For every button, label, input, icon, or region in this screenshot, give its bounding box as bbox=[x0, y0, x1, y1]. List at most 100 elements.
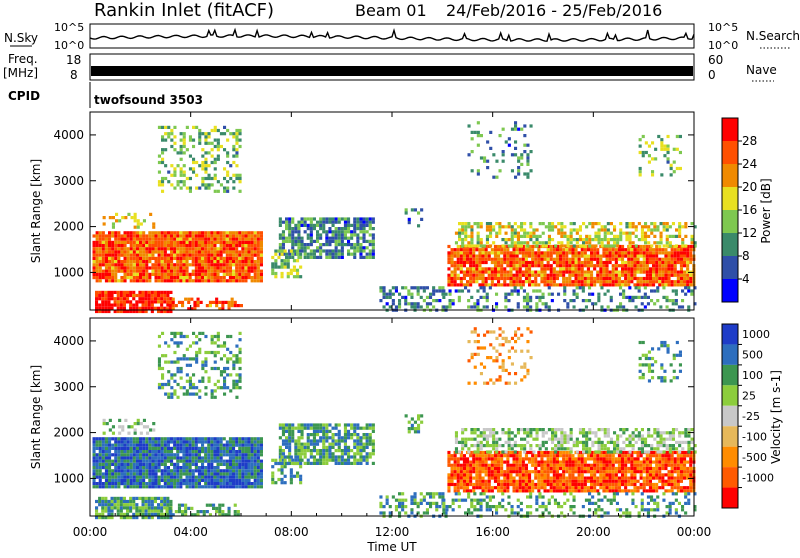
heatmap-cell bbox=[251, 463, 254, 466]
heatmap-cell bbox=[660, 222, 663, 225]
heatmap-cell bbox=[142, 456, 145, 459]
heatmap-cell bbox=[189, 364, 192, 367]
heatmap-cell bbox=[615, 277, 618, 280]
heatmap-cell bbox=[569, 299, 572, 302]
heatmap-cell bbox=[123, 294, 126, 297]
heatmap-cell bbox=[180, 367, 183, 370]
heatmap-cell bbox=[229, 263, 232, 266]
heatmap-cell bbox=[319, 217, 322, 220]
heatmap-cell bbox=[133, 270, 136, 273]
heatmap-cell bbox=[562, 280, 565, 283]
heatmap-cell bbox=[210, 273, 213, 276]
heatmap-cell bbox=[291, 436, 294, 439]
heatmap-cell bbox=[350, 455, 353, 458]
heatmap-cell bbox=[618, 251, 621, 254]
heatmap-cell bbox=[497, 251, 500, 254]
heatmap-cell bbox=[213, 466, 216, 469]
heatmap-cell bbox=[627, 283, 630, 286]
heatmap-cell bbox=[212, 504, 215, 507]
heatmap-cell bbox=[213, 456, 216, 459]
heatmap-cell bbox=[475, 261, 478, 264]
heatmap-cell bbox=[366, 462, 369, 465]
heatmap-cell bbox=[189, 466, 192, 469]
heatmap-cell bbox=[553, 258, 556, 261]
heatmap-cell bbox=[410, 296, 413, 299]
heatmap-cell bbox=[683, 283, 686, 286]
heatmap-cell bbox=[129, 500, 132, 503]
heatmap-cell bbox=[220, 479, 223, 482]
heatmap-cell bbox=[111, 254, 114, 257]
heatmap-cell bbox=[238, 234, 241, 237]
heatmap-cell bbox=[170, 453, 173, 456]
heatmap-cell bbox=[136, 270, 139, 273]
heatmap-cell bbox=[523, 228, 526, 231]
heatmap-cell bbox=[173, 472, 176, 475]
heatmap-cell bbox=[176, 244, 179, 247]
heatmap-cell bbox=[570, 228, 573, 231]
heatmap-cell bbox=[186, 389, 189, 392]
heatmap-cell bbox=[383, 289, 386, 292]
heatmap-cell bbox=[176, 453, 179, 456]
heatmap-cell bbox=[182, 270, 185, 273]
heatmap-cell bbox=[111, 260, 114, 263]
heatmap-cell bbox=[466, 267, 469, 270]
heatmap-cell bbox=[257, 231, 260, 234]
heatmap-cell bbox=[179, 444, 182, 447]
heatmap-cell bbox=[296, 253, 299, 256]
heatmap-cell bbox=[363, 249, 366, 252]
heatmap-cell bbox=[494, 264, 497, 267]
heatmap-cell bbox=[176, 463, 179, 466]
heatmap-cell bbox=[155, 257, 158, 260]
heatmap-cell bbox=[653, 235, 656, 238]
heatmap-cell bbox=[217, 476, 220, 479]
heatmap-cell bbox=[532, 235, 535, 238]
heatmap-cell bbox=[145, 463, 148, 466]
heatmap-cell bbox=[689, 248, 692, 251]
heatmap-cell bbox=[217, 231, 220, 234]
heatmap-cell bbox=[644, 225, 647, 228]
heatmap-cell bbox=[291, 230, 294, 233]
heatmap-cell bbox=[282, 443, 285, 446]
heatmap-cell bbox=[108, 276, 111, 279]
heatmap-cell bbox=[182, 263, 185, 266]
heatmap-cell bbox=[637, 255, 640, 258]
heatmap-cell bbox=[180, 171, 183, 174]
heatmap-cell bbox=[198, 482, 201, 485]
heatmap-cell bbox=[618, 258, 621, 261]
heatmap-cell bbox=[660, 145, 663, 148]
heatmap-cell bbox=[615, 264, 618, 267]
heatmap-cell bbox=[135, 506, 138, 509]
heatmap-cell bbox=[629, 235, 632, 238]
heatmap-cell bbox=[550, 255, 553, 258]
heatmap-cell bbox=[176, 460, 179, 463]
heatmap-cell bbox=[164, 270, 167, 273]
heatmap-cell bbox=[175, 304, 178, 307]
heatmap-cell bbox=[353, 433, 356, 436]
heatmap-cell bbox=[161, 257, 164, 260]
heatmap-cell bbox=[310, 221, 313, 224]
heatmap-cell bbox=[173, 453, 176, 456]
heatmap-cell bbox=[516, 280, 519, 283]
heatmap-cell bbox=[588, 293, 591, 296]
heatmap-cell bbox=[251, 437, 254, 440]
heatmap-cell bbox=[173, 250, 176, 253]
heatmap-cell bbox=[565, 255, 568, 258]
heatmap-cell bbox=[606, 280, 609, 283]
heatmap-cell bbox=[139, 472, 142, 475]
heatmap-cell bbox=[544, 274, 547, 277]
heatmap-cell bbox=[239, 377, 242, 380]
heatmap-cell bbox=[571, 261, 574, 264]
heatmap-cell bbox=[254, 266, 257, 269]
heatmap-cell bbox=[124, 482, 127, 485]
heatmap-cell bbox=[508, 222, 511, 225]
heatmap-cell bbox=[139, 485, 142, 488]
heatmap-cell bbox=[389, 296, 392, 299]
heatmap-cell bbox=[293, 259, 296, 262]
heatmap-cell bbox=[550, 283, 553, 286]
heatmap-cell bbox=[653, 228, 656, 231]
heatmap-cell bbox=[576, 286, 579, 289]
heatmap-cell bbox=[164, 254, 167, 257]
heatmap-cell bbox=[136, 273, 139, 276]
heatmap-cell bbox=[619, 232, 622, 235]
heatmap-cell bbox=[599, 264, 602, 267]
